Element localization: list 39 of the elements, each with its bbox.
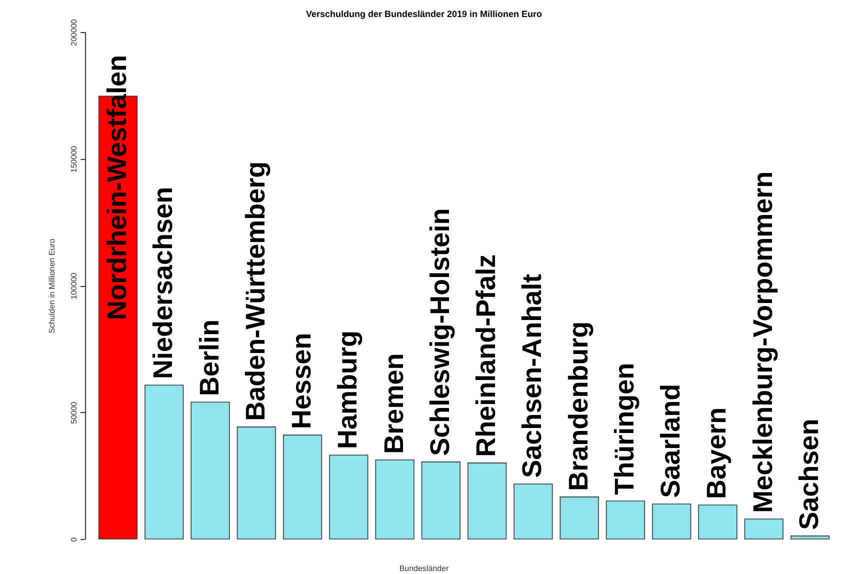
bar xyxy=(698,504,738,540)
x-tick-label: Brandenburg xyxy=(563,321,594,491)
x-tick-label: Baden-Württemberg xyxy=(240,161,270,421)
x-tick-label: Nordrhein-Westfalen xyxy=(102,54,132,320)
y-axis-title: Schulden in Millionen Euro xyxy=(48,238,56,334)
bar xyxy=(468,462,507,540)
bar xyxy=(375,460,414,540)
y-tick-label: 150000 xyxy=(70,145,78,173)
bar xyxy=(606,500,646,540)
x-tick-label: Mecklenburg-Vorpommern xyxy=(748,171,778,513)
bar xyxy=(236,426,276,540)
bar xyxy=(190,402,230,540)
bar xyxy=(282,434,322,540)
y-tick-label: 0 xyxy=(70,536,78,542)
bar xyxy=(514,484,553,540)
y-tick-label: 200000 xyxy=(70,18,78,46)
x-tick-label: Niedersachsen xyxy=(148,186,178,380)
x-axis-title: Bundesländer xyxy=(399,564,450,573)
chart-title: Verschuldung der Bundesländer 2019 in Millionen Euro xyxy=(306,9,543,19)
x-tick-label: Schleswig-Holstein xyxy=(424,208,455,456)
bar xyxy=(560,496,599,540)
x-tick-label: Berlin xyxy=(194,319,224,396)
bar xyxy=(421,462,460,540)
x-tick-label: Sachsen-Anhalt xyxy=(517,274,548,478)
y-tick-label: 50000 xyxy=(70,401,78,424)
bar xyxy=(790,536,830,540)
bar xyxy=(652,504,692,540)
x-tick-label: Bremen xyxy=(378,353,409,454)
x-tick-label: Thüringen xyxy=(609,362,640,495)
x-tick-label: Bayern xyxy=(702,407,732,499)
bar xyxy=(144,384,184,540)
x-tick-label: Saarland xyxy=(656,384,686,498)
x-tick-label: Sachsen xyxy=(794,418,824,530)
y-tick-label: 100000 xyxy=(70,272,78,300)
bar xyxy=(744,518,784,540)
x-tick-label: Hamburg xyxy=(332,330,363,450)
bar xyxy=(329,454,368,540)
x-tick-label: Rheinland-Pfalz xyxy=(471,254,502,457)
x-tick-label: Hessen xyxy=(286,332,317,429)
